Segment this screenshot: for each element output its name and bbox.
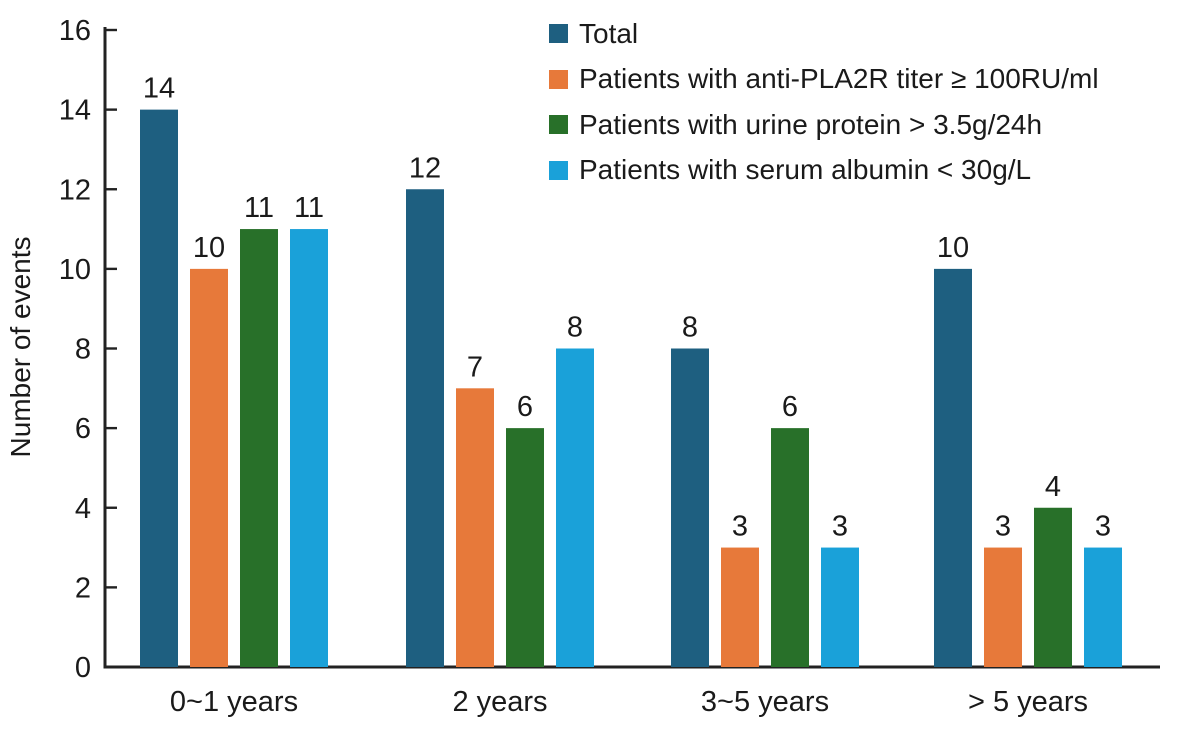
bar-series2-group1 — [506, 428, 544, 667]
legend-swatch-urine-protein — [549, 115, 568, 135]
bar-series1-group0 — [190, 268, 228, 667]
y-tick-label: 0 — [75, 652, 91, 684]
y-tick-label: 8 — [75, 334, 91, 366]
bar-series3-group0 — [290, 229, 328, 667]
bar-value-label: 11 — [244, 192, 274, 224]
bar-series0-group1 — [406, 189, 444, 667]
bar-series0-group2 — [671, 348, 709, 667]
legend-label-serum-albumin: Patients with serum albumin < 30g/L — [579, 154, 1032, 186]
y-tick-label: 16 — [59, 15, 91, 47]
bar-value-label: 3 — [1095, 511, 1111, 543]
bar-series3-group2 — [821, 547, 859, 667]
y-tick-label: 6 — [75, 413, 91, 445]
y-tick-label: 12 — [59, 174, 91, 206]
bar-value-label: 10 — [937, 232, 969, 264]
bar-value-label: 12 — [409, 152, 441, 184]
legend-item-urine-protein: Patients with urine protein > 3.5g/24h — [549, 102, 1099, 148]
x-category-label: 0~1 years — [170, 686, 298, 718]
legend-swatch-anti-pla2r — [549, 69, 568, 89]
bar-value-label: 11 — [294, 192, 324, 224]
x-category-label: 3~5 years — [701, 686, 829, 718]
bar-value-label: 6 — [517, 391, 533, 423]
y-axis-title: Number of events — [5, 237, 36, 458]
legend-label-anti-pla2r: Patients with anti-PLA2R titer ≥ 100RU/m… — [579, 63, 1099, 95]
x-category-label: 2 years — [452, 686, 547, 718]
bar-value-label: 8 — [682, 312, 698, 344]
bar-series0-group0 — [140, 109, 178, 667]
bar-series0-group3 — [934, 268, 972, 667]
bar-series2-group3 — [1034, 507, 1072, 667]
bar-value-label: 10 — [193, 232, 225, 264]
bar-value-label: 7 — [467, 351, 483, 383]
y-tick-label: 4 — [75, 493, 91, 525]
y-tick-label: 14 — [59, 95, 91, 127]
y-tick-label: 10 — [59, 254, 91, 286]
bar-value-label: 8 — [567, 312, 583, 344]
bar-value-label: 6 — [782, 391, 798, 423]
bar-series1-group3 — [984, 547, 1022, 667]
legend-label-urine-protein: Patients with urine protein > 3.5g/24h — [579, 108, 1043, 140]
bar-value-label: 3 — [832, 511, 848, 543]
bar-series2-group2 — [771, 428, 809, 667]
legend: Total Patients with anti-PLA2R titer ≥ 1… — [549, 11, 1099, 193]
y-tick-label: 2 — [75, 572, 91, 604]
legend-swatch-serum-albumin — [549, 160, 568, 180]
bar-series3-group3 — [1084, 547, 1122, 667]
legend-label-total: Total — [579, 17, 639, 49]
bar-series1-group1 — [456, 388, 494, 667]
legend-item-anti-pla2r: Patients with anti-PLA2R titer ≥ 100RU/m… — [549, 57, 1099, 103]
x-category-label: > 5 years — [968, 686, 1088, 718]
legend-item-serum-albumin: Patients with serum albumin < 30g/L — [549, 148, 1099, 194]
bar-value-label: 3 — [995, 511, 1011, 543]
legend-item-total: Total — [549, 11, 1099, 57]
bar-value-label: 14 — [143, 73, 175, 105]
bar-value-label: 3 — [732, 511, 748, 543]
bar-series1-group2 — [721, 547, 759, 667]
bar-series2-group0 — [240, 229, 278, 667]
bar-value-label: 4 — [1045, 471, 1061, 503]
bar-series3-group1 — [556, 348, 594, 667]
legend-swatch-total — [549, 24, 568, 44]
